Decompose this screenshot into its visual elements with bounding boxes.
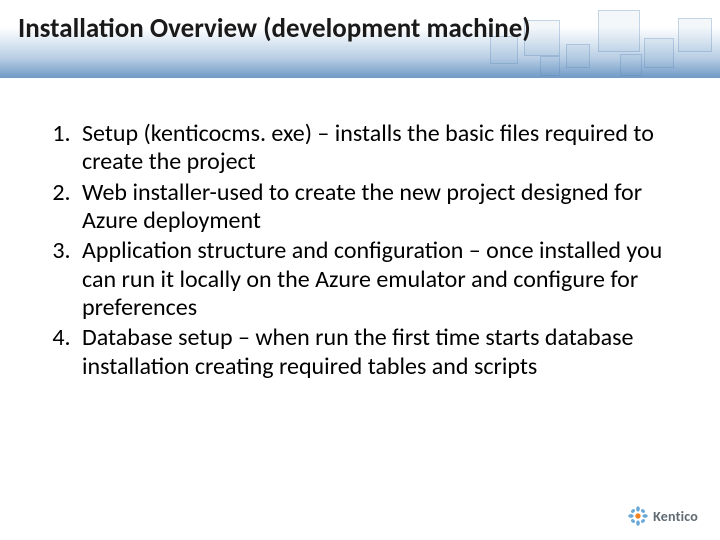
list-item: Application structure and configuration … — [76, 237, 678, 322]
list-item: Setup (kenticocms. exe) – installs the b… — [76, 120, 678, 177]
list-item: Database setup – when run the first time… — [76, 324, 678, 381]
content-area: Setup (kenticocms. exe) – installs the b… — [42, 120, 678, 383]
slide-title: Installation Overview (development machi… — [18, 12, 702, 45]
kentico-icon — [628, 506, 648, 526]
numbered-list: Setup (kenticocms. exe) – installs the b… — [42, 120, 678, 381]
title-band: Installation Overview (development machi… — [0, 0, 720, 78]
brand-logo: Kentico — [628, 506, 698, 526]
list-item: Web installer-used to create the new pro… — [76, 179, 678, 236]
brand-name: Kentico — [653, 508, 698, 525]
